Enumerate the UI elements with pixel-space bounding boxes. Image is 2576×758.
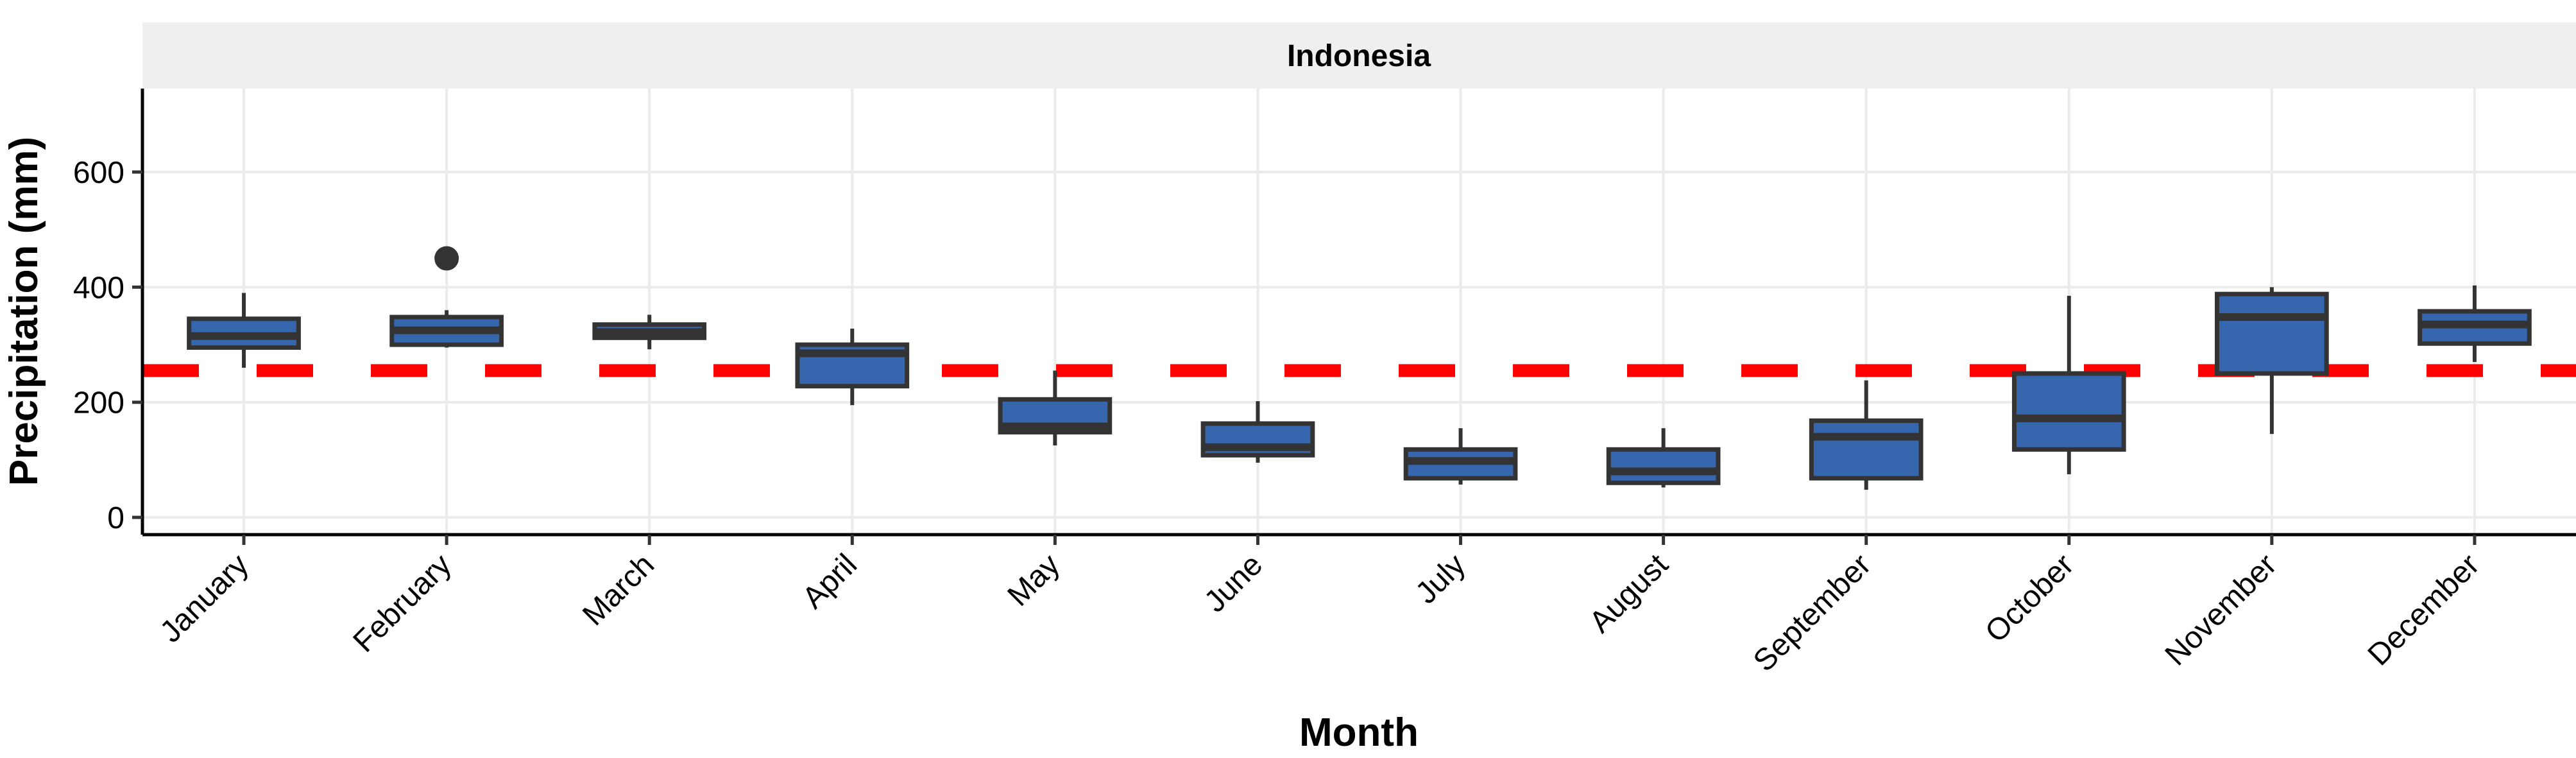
box-june xyxy=(1200,401,1315,463)
outlier-point-february-0 xyxy=(434,246,459,271)
box-december xyxy=(2418,285,2532,362)
box-may xyxy=(998,370,1113,445)
box-march xyxy=(592,314,707,350)
box-november xyxy=(2215,287,2329,435)
boxplot-series xyxy=(187,246,2532,490)
y-tick-label-400: 400 xyxy=(73,271,124,305)
box-july xyxy=(1403,428,1518,485)
grid-lines xyxy=(142,89,2576,535)
y-tick-label-0: 0 xyxy=(107,501,124,535)
box-september xyxy=(1809,380,1923,490)
y-axis-title: Precipitation (mm) xyxy=(2,137,46,486)
x-axis-title: Month xyxy=(1299,711,1419,755)
box-body-november xyxy=(2215,291,2329,376)
box-april xyxy=(795,328,910,406)
box-body-august xyxy=(1606,447,1721,485)
y-tick-label-600: 600 xyxy=(73,156,124,190)
box-body-october xyxy=(2011,371,2126,452)
box-october xyxy=(2011,295,2126,474)
box-january xyxy=(187,293,301,368)
y-tick-label-200: 200 xyxy=(73,386,124,420)
box-body-september xyxy=(1809,418,1923,481)
facet-strip: Indonesia xyxy=(142,22,2576,89)
facet-strip-label: Indonesia xyxy=(1287,39,1431,73)
box-august xyxy=(1606,428,1721,488)
y-axis-ticks: 0 200 400 600 xyxy=(73,156,142,535)
facet-strip-background xyxy=(142,22,2576,89)
box-february xyxy=(389,246,504,348)
